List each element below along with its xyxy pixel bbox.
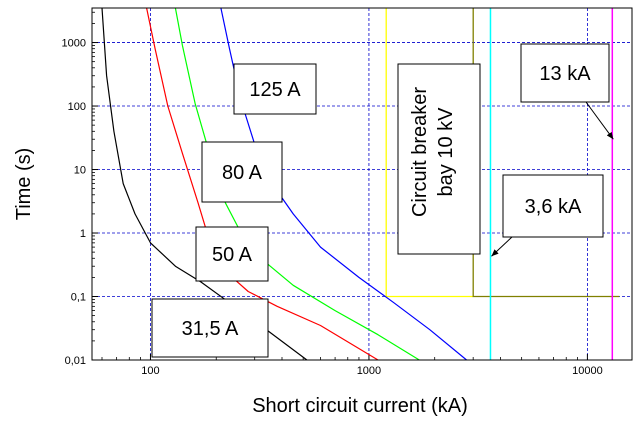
x-tick-label: 100: [141, 365, 159, 377]
curve-label: 80 A: [222, 162, 263, 184]
label-arrow: [585, 101, 614, 140]
plot-frame: [91, 7, 633, 361]
y-tick-label: 10: [74, 165, 86, 177]
x-tick-label: 1000: [357, 365, 381, 377]
curve-label-box: [201, 141, 283, 203]
curve-label: 31,5 A: [182, 318, 239, 340]
y-tick-label: 100: [68, 101, 86, 113]
y-tick-label: 1000: [62, 38, 86, 50]
breaker-label-line: Circuit breaker: [409, 87, 431, 217]
y-axis-title: Time (s): [13, 148, 35, 221]
y-tick-label: 0,01: [65, 355, 86, 367]
x-tick-label: 10000: [572, 365, 603, 377]
curve-label-box: [502, 174, 604, 238]
curve-label-box: [520, 43, 610, 103]
curve-label-box: [151, 298, 269, 358]
x-axis-title: Short circuit current (kA): [252, 395, 468, 417]
label-arrow: [491, 236, 513, 257]
breaker-label-line: bay 10 kV: [435, 107, 457, 197]
curve-label-box: [233, 63, 317, 115]
y-tick-label: 1: [80, 228, 86, 240]
breaker-label-box: [397, 63, 481, 255]
curve-label: 3,6 kA: [525, 196, 582, 218]
curve-label: 125 A: [249, 79, 301, 101]
y-tick-label: 0,1: [71, 292, 86, 304]
curve-label: 50 A: [212, 244, 253, 266]
curve-label: 13 kA: [539, 63, 591, 85]
curve-label-box: [195, 226, 269, 282]
